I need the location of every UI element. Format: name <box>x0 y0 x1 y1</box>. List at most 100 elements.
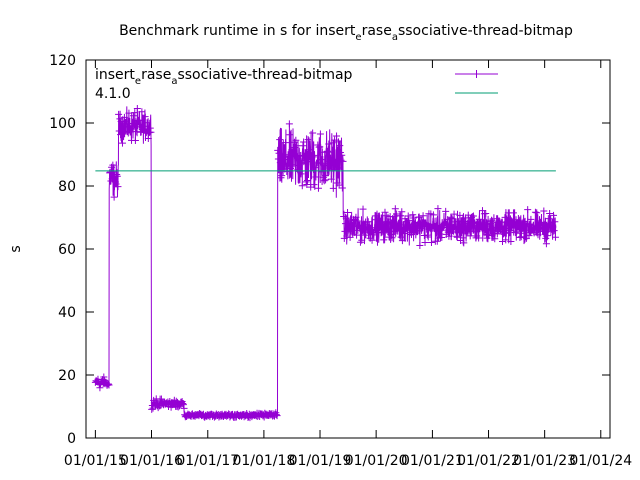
data-point <box>312 173 320 181</box>
data-point <box>129 112 137 120</box>
data-point <box>387 231 395 239</box>
data-point <box>433 237 441 245</box>
data-point <box>398 237 406 245</box>
data-point <box>413 221 421 229</box>
data-point <box>549 223 557 231</box>
data-point <box>317 156 325 164</box>
data-point <box>105 381 113 389</box>
data-point <box>309 153 317 161</box>
data-point <box>462 229 470 237</box>
data-point <box>100 373 108 381</box>
data-point <box>283 167 291 175</box>
data-point <box>546 209 554 217</box>
data-point <box>511 229 519 237</box>
data-point <box>144 135 152 143</box>
data-point <box>349 230 357 238</box>
data-point <box>530 229 538 237</box>
data-point <box>289 161 297 169</box>
data-point <box>544 215 552 223</box>
data-point <box>141 113 149 121</box>
data-point <box>324 148 332 156</box>
data-point <box>274 155 282 163</box>
chart-title-sub: a <box>392 32 398 43</box>
x-tick-label: 01/01/18 <box>232 453 295 469</box>
data-point <box>292 142 300 150</box>
data-point <box>113 171 121 179</box>
data-point <box>313 159 321 167</box>
data-point <box>308 158 316 166</box>
x-tick-label: 01/01/15 <box>64 453 127 469</box>
data-point <box>331 136 339 144</box>
data-point <box>429 221 437 229</box>
data-point <box>424 231 432 239</box>
data-point <box>179 401 187 409</box>
data-point <box>429 211 437 219</box>
data-point <box>298 182 306 190</box>
data-point <box>309 129 317 137</box>
data-point <box>299 142 307 150</box>
data-point <box>435 227 443 235</box>
data-point <box>422 219 430 227</box>
data-point <box>279 158 287 166</box>
x-tick-label: 01/01/23 <box>513 453 576 469</box>
data-point <box>324 147 332 155</box>
data-point <box>533 209 541 217</box>
data-point <box>331 158 339 166</box>
data-point <box>296 152 304 160</box>
data-point <box>427 239 435 247</box>
data-point <box>400 229 408 237</box>
data-point <box>423 220 431 228</box>
data-point <box>540 207 548 215</box>
data-point <box>482 210 490 218</box>
data-point <box>517 233 525 241</box>
data-point <box>479 219 487 227</box>
data-point <box>491 235 499 243</box>
data-point <box>126 128 134 136</box>
data-point <box>418 224 426 232</box>
x-tick-label: 01/01/21 <box>401 453 464 469</box>
data-point <box>540 221 548 229</box>
data-point <box>527 215 535 223</box>
data-point <box>179 400 187 408</box>
chart-title: Benchmark runtime in s for inserteraseas… <box>119 23 573 43</box>
data-point <box>391 227 399 235</box>
data-point <box>133 104 141 112</box>
data-point <box>445 232 453 240</box>
data-point <box>285 120 293 128</box>
data-point <box>438 234 446 242</box>
chart-title-part: rase <box>362 23 392 39</box>
data-point <box>534 231 542 239</box>
data-point <box>442 207 450 215</box>
data-point <box>409 214 417 222</box>
data-point <box>481 226 489 234</box>
data-point <box>517 229 525 237</box>
data-point <box>499 230 507 238</box>
data-point <box>406 229 414 237</box>
data-point <box>397 233 405 241</box>
data-point <box>448 215 456 223</box>
data-point <box>453 233 461 241</box>
legend: inserteraseassociative-thread-bitmap 4.1… <box>95 67 498 102</box>
data-point <box>311 151 319 159</box>
data-point <box>470 218 478 226</box>
data-point <box>550 227 558 235</box>
data-point <box>303 181 311 189</box>
data-point <box>389 216 397 224</box>
data-point <box>353 231 361 239</box>
data-point <box>348 228 356 236</box>
data-point <box>322 176 330 184</box>
x-tick-label: 01/01/17 <box>176 453 239 469</box>
data-point <box>551 233 559 241</box>
data-point <box>338 184 346 192</box>
data-point <box>460 239 468 247</box>
data-point <box>146 124 154 132</box>
data-point <box>513 227 521 235</box>
legend-label-part: rase <box>141 67 171 83</box>
data-point <box>323 162 331 170</box>
data-point <box>292 136 300 144</box>
data-point <box>434 205 442 213</box>
data-point <box>138 108 146 116</box>
data-point <box>304 136 312 144</box>
data-point <box>319 160 327 168</box>
data-point <box>475 234 483 242</box>
